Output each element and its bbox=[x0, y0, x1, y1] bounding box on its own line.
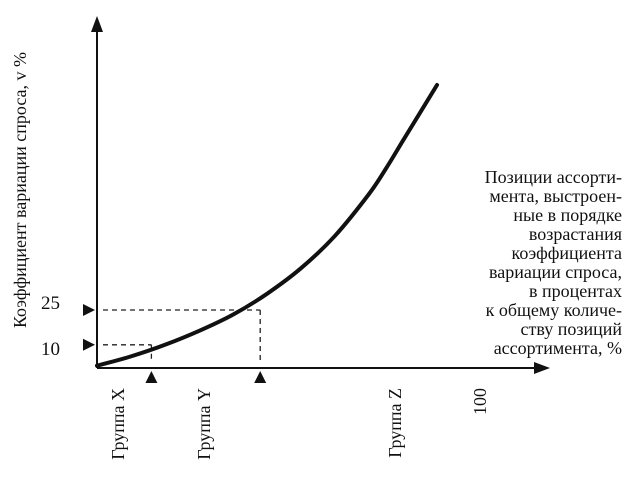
x-tick-label-100: 100 bbox=[470, 388, 490, 415]
x-axis-arrow bbox=[534, 362, 550, 374]
axes bbox=[91, 16, 550, 374]
group-z-label: Группа Z bbox=[385, 388, 405, 458]
x-axis-label-line: ству позиций bbox=[520, 319, 622, 339]
x-axis-label-line: ассортимента, % bbox=[494, 338, 622, 358]
x-axis-label-line: ные в порядке bbox=[513, 205, 622, 225]
y-axis-arrow bbox=[91, 16, 103, 32]
threshold-markers bbox=[83, 304, 267, 383]
y-tick-label-25: 25 bbox=[41, 293, 60, 314]
group-x-label: Группа X bbox=[108, 388, 128, 460]
threshold-guides bbox=[103, 309, 261, 360]
y-threshold-arrow-10 bbox=[83, 338, 95, 351]
group-y-label: Группа Y bbox=[194, 388, 214, 460]
x-axis-label-line: коэффициента bbox=[512, 243, 623, 263]
x-axis-label: Позиции ассорти- мента, выстроен- ные в … bbox=[485, 167, 623, 358]
x-axis-label-line: вариации спроса, bbox=[489, 262, 622, 282]
y-tick-label-10: 10 bbox=[41, 339, 60, 360]
y-axis-label: Коэффициент вариации спроса, v % bbox=[10, 52, 30, 328]
data-curve bbox=[95, 83, 439, 368]
x-axis-label-line: в процентах bbox=[529, 281, 622, 301]
x-axis-label-line: Позиции ассорти- bbox=[485, 167, 622, 187]
x-threshold-arrow-25 bbox=[254, 371, 267, 383]
x-axis-label-line: возрастания bbox=[529, 224, 622, 244]
x-axis-label-line: к общему количе- bbox=[486, 300, 622, 320]
y-threshold-arrow-25 bbox=[83, 304, 95, 316]
x-axis-label-line: мента, выстроен- bbox=[489, 186, 622, 206]
x-threshold-arrow-10 bbox=[145, 371, 158, 383]
